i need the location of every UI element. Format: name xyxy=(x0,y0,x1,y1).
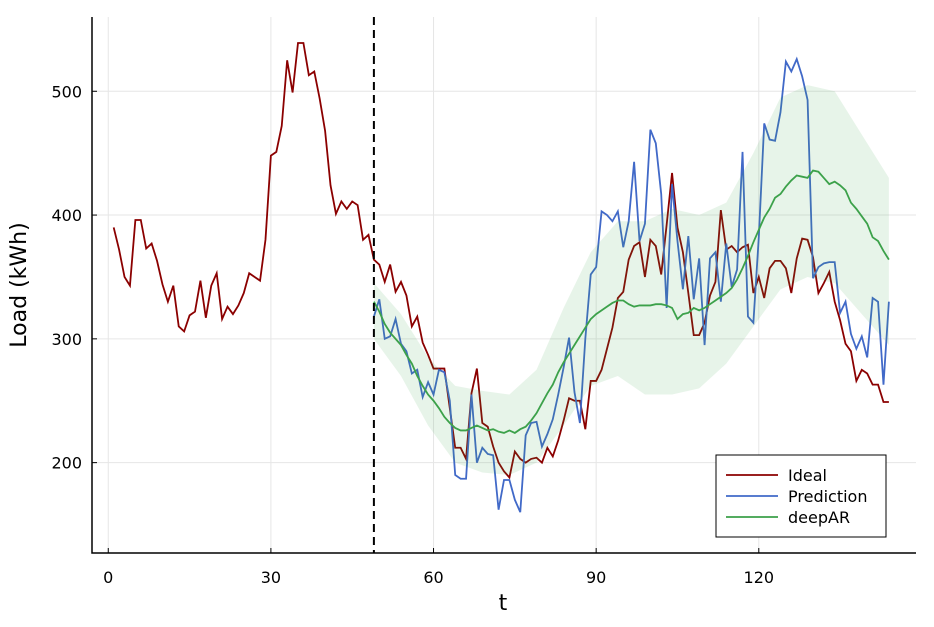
x-tick-label: 0 xyxy=(103,568,113,587)
legend-label: Ideal xyxy=(788,466,827,485)
series-line xyxy=(373,56,890,513)
x-tick-label: 30 xyxy=(261,568,281,587)
y-tick-label: 400 xyxy=(51,206,82,225)
axes xyxy=(91,17,916,554)
series-line xyxy=(112,42,889,480)
series-line xyxy=(373,169,890,434)
x-tick-label: 90 xyxy=(586,568,606,587)
y-tick-label: 200 xyxy=(51,454,82,473)
x-axis-label: t xyxy=(499,591,508,616)
y-tick-label: 500 xyxy=(51,82,82,101)
x-tick-label: 60 xyxy=(423,568,443,587)
x-tick-label: 120 xyxy=(744,568,775,587)
confidence-band xyxy=(373,85,889,476)
y-tick-label: 300 xyxy=(51,330,82,349)
legend-label: Prediction xyxy=(788,487,867,506)
legend-label: deepAR xyxy=(788,508,850,527)
y-axis-label: Load (kWh) xyxy=(7,222,32,347)
